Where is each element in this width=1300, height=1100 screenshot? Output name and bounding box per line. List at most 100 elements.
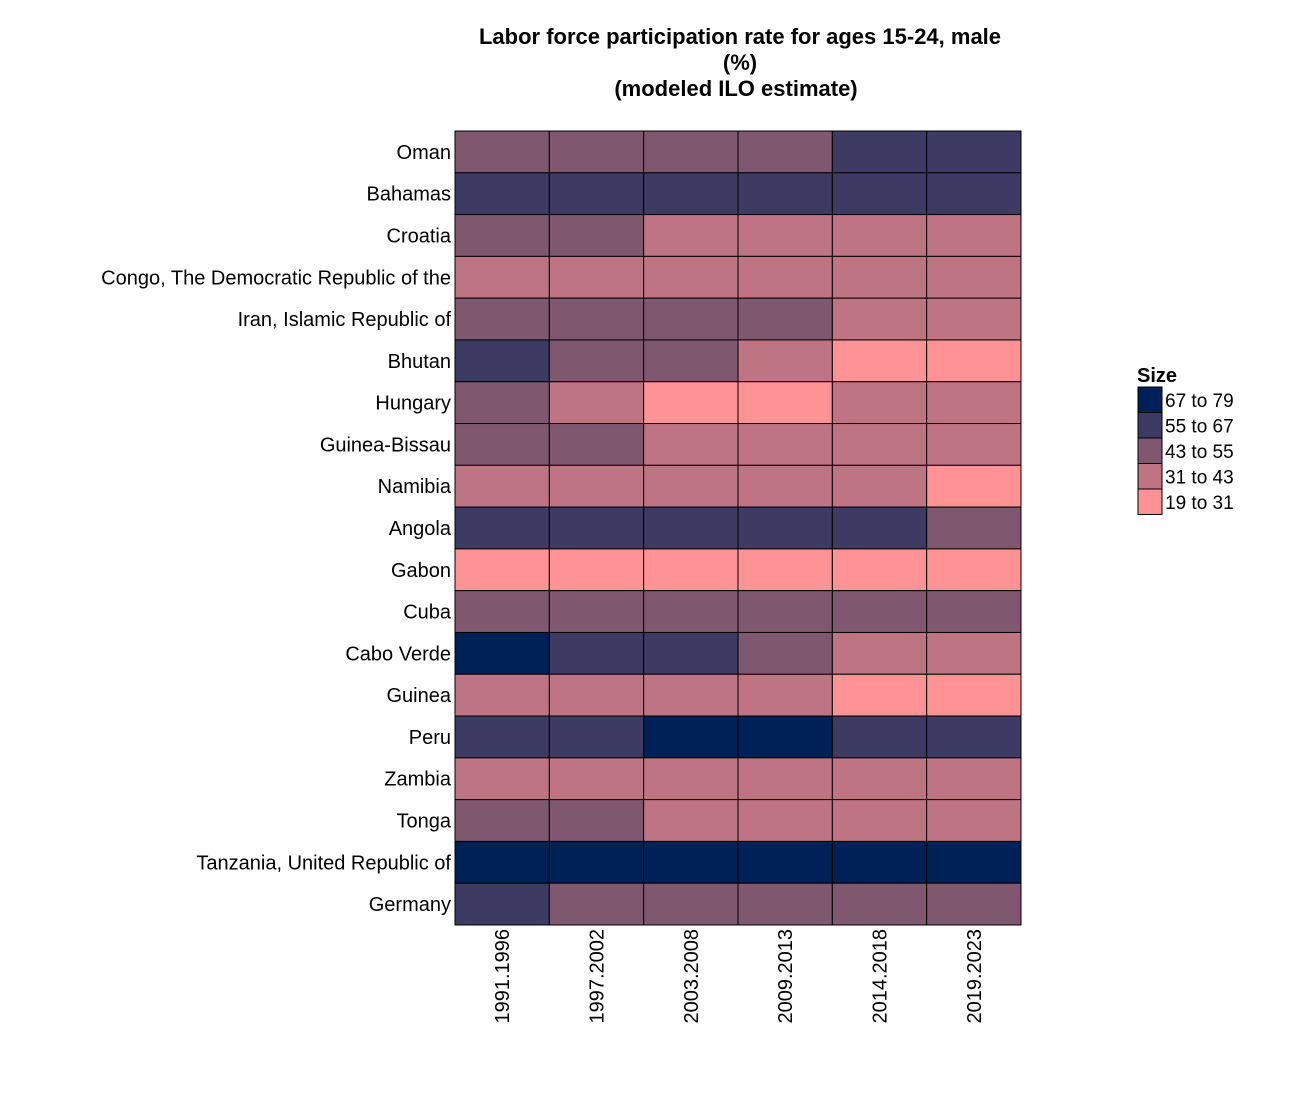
heatmap-cell (737, 130, 833, 174)
heatmap-cell (548, 548, 645, 592)
heatmap-cell (831, 799, 928, 842)
heatmap-cell (454, 799, 550, 842)
heatmap-cell (926, 506, 1022, 550)
heatmap-cell (831, 464, 928, 508)
y-tick-label: Oman (397, 142, 451, 164)
y-tick-label: Zambia (384, 769, 452, 791)
y-tick-label: Gabon (391, 560, 451, 582)
heatmap-cell (737, 882, 833, 926)
legend-label: 67 to 79 (1165, 391, 1234, 412)
heatmap-cell (454, 297, 550, 341)
heatmap-cell (831, 130, 928, 174)
legend-swatch (1137, 463, 1163, 490)
heatmap-cell (737, 548, 833, 592)
y-tick-label: Guinea (387, 685, 452, 707)
heatmap-cell (454, 548, 550, 592)
heatmap-cell (926, 214, 1022, 257)
heatmap-cell (831, 757, 928, 801)
heatmap-cell (737, 757, 833, 801)
heatmap-cell (643, 548, 739, 592)
y-tick-label: Bhutan (388, 351, 451, 373)
heatmap-cell (831, 423, 928, 466)
y-tick-label: Germany (369, 894, 451, 916)
heatmap-cell (831, 715, 928, 759)
heatmap-cell (737, 339, 833, 383)
heatmap-cell (643, 757, 739, 801)
heatmap-cell (926, 464, 1022, 508)
heatmap-cell (831, 506, 928, 550)
heatmap-cell (454, 172, 550, 216)
heatmap-cells (454, 130, 1022, 926)
heatmap-cell (454, 757, 550, 801)
heatmap-cell (548, 840, 645, 884)
heatmap-cell (643, 255, 739, 299)
y-tick-label: Tanzania, United Republic of (196, 852, 451, 874)
heatmap-cell (737, 214, 833, 257)
y-tick-label: Tonga (397, 811, 452, 833)
heatmap-cell (643, 297, 739, 341)
y-tick-label: Angola (389, 518, 452, 540)
heatmap-cell (548, 590, 645, 633)
heatmap-cell (926, 130, 1022, 174)
heatmap-cell (643, 590, 739, 633)
heatmap-cell (643, 506, 739, 550)
heatmap-cell (548, 130, 645, 174)
legend-label: 31 to 43 (1165, 467, 1234, 488)
x-tick-label: 1997.2002 (587, 929, 609, 1024)
heatmap-cell (926, 172, 1022, 216)
heatmap-cell (926, 590, 1022, 633)
heatmap-cell (643, 381, 739, 425)
heatmap-cell (737, 840, 833, 884)
legend-swatch (1137, 488, 1163, 515)
heatmap-cell (737, 506, 833, 550)
heatmap-cell (737, 297, 833, 341)
y-tick-label: Guinea-Bissau (320, 434, 451, 456)
legend-label: 43 to 55 (1165, 442, 1234, 463)
heatmap-cell (737, 464, 833, 508)
heatmap-cell (737, 631, 833, 675)
heatmap-cell (926, 339, 1022, 383)
heatmap-cell (737, 715, 833, 759)
heatmap-cell (831, 673, 928, 717)
y-tick-label: Hungary (375, 393, 451, 415)
heatmap-cell (737, 673, 833, 717)
heatmap-cell (454, 255, 550, 299)
chart-title-line-2: (%) (723, 50, 757, 75)
heatmap-cell (831, 339, 928, 383)
heatmap-cell (737, 799, 833, 842)
heatmap-cell (454, 715, 550, 759)
heatmap-cell (737, 381, 833, 425)
legend-swatch (1137, 386, 1163, 413)
x-tick-label: 2009.2013 (775, 929, 797, 1024)
legend-label: 55 to 67 (1165, 416, 1234, 437)
heatmap-cell (926, 548, 1022, 592)
x-tick-label: 2019.2023 (964, 929, 986, 1024)
heatmap-cell (643, 130, 739, 174)
heatmap-cell (548, 882, 645, 926)
x-tick-label: 2014.2018 (870, 929, 892, 1024)
heatmap-cell (548, 506, 645, 550)
y-tick-label: Bahamas (367, 184, 452, 206)
heatmap-cell (548, 297, 645, 341)
heatmap-cell (548, 631, 645, 675)
heatmap-cell (926, 423, 1022, 466)
heatmap-cell (831, 172, 928, 216)
heatmap-cell (831, 590, 928, 633)
heatmap-cell (926, 631, 1022, 675)
heatmap-cell (454, 464, 550, 508)
legend-title: Size (1137, 365, 1177, 387)
y-tick-label: Namibia (378, 476, 452, 498)
heatmap-cell (926, 840, 1022, 884)
heatmap-cell (643, 631, 739, 675)
heatmap-cell (926, 673, 1022, 717)
heatmap-cell (643, 799, 739, 842)
y-tick-label: Congo, The Democratic Republic of the (101, 267, 451, 289)
heatmap-cell (643, 339, 739, 383)
legend-label: 19 to 31 (1165, 493, 1234, 514)
chart-title-line-3: (modeled ILO estimate) (614, 76, 857, 101)
heatmap-cell (831, 840, 928, 884)
y-axis-labels: Oman Bahamas Croatia Congo, The Democratic … (101, 142, 452, 916)
heatmap-cell (643, 464, 739, 508)
heatmap-cell (548, 255, 645, 299)
